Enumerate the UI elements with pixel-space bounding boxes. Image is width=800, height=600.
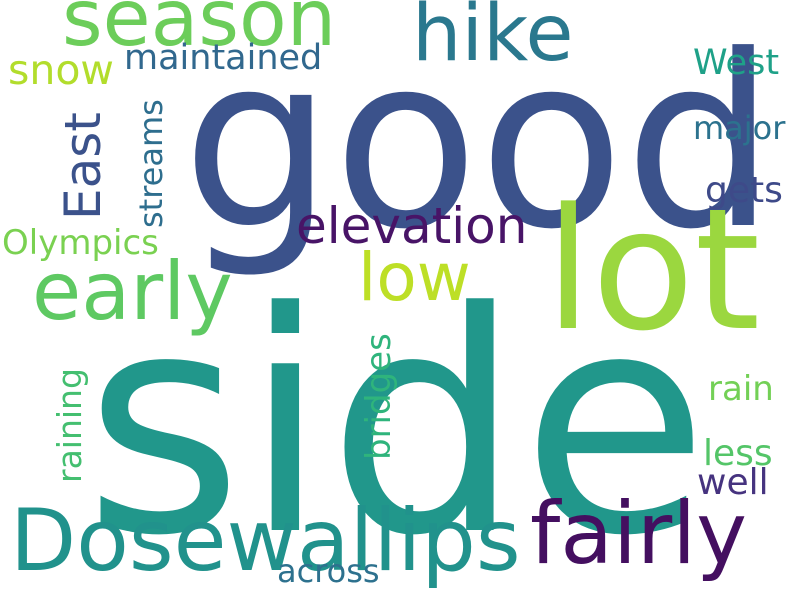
word-major: major <box>693 109 786 147</box>
word-maintained: maintained <box>124 38 323 78</box>
word-lot: lot <box>545 172 761 368</box>
word-bridges: bridges <box>359 333 399 460</box>
word-fairly: fairly <box>530 484 748 584</box>
word-well: well <box>697 462 769 503</box>
word-hike: hike <box>412 0 574 79</box>
word-streams: streams <box>132 99 170 228</box>
word-side: side <box>84 247 709 600</box>
word-low: low <box>358 239 471 316</box>
word-dosewallips: Dosewallips <box>10 491 521 591</box>
word-raining: raining <box>50 368 89 483</box>
word-snow: snow <box>8 46 114 94</box>
word-season: season <box>62 0 337 64</box>
word-east: East <box>54 112 112 220</box>
word-elevation: elevation <box>296 197 528 255</box>
word-olympics: Olympics <box>2 223 159 263</box>
word-less: less <box>703 433 773 474</box>
word-gets: gets <box>705 170 783 211</box>
word-rain: rain <box>708 369 774 409</box>
word-good: good <box>182 5 776 282</box>
word-west: West <box>693 43 780 83</box>
word-early: early <box>32 245 233 338</box>
word-across: across <box>277 552 380 590</box>
